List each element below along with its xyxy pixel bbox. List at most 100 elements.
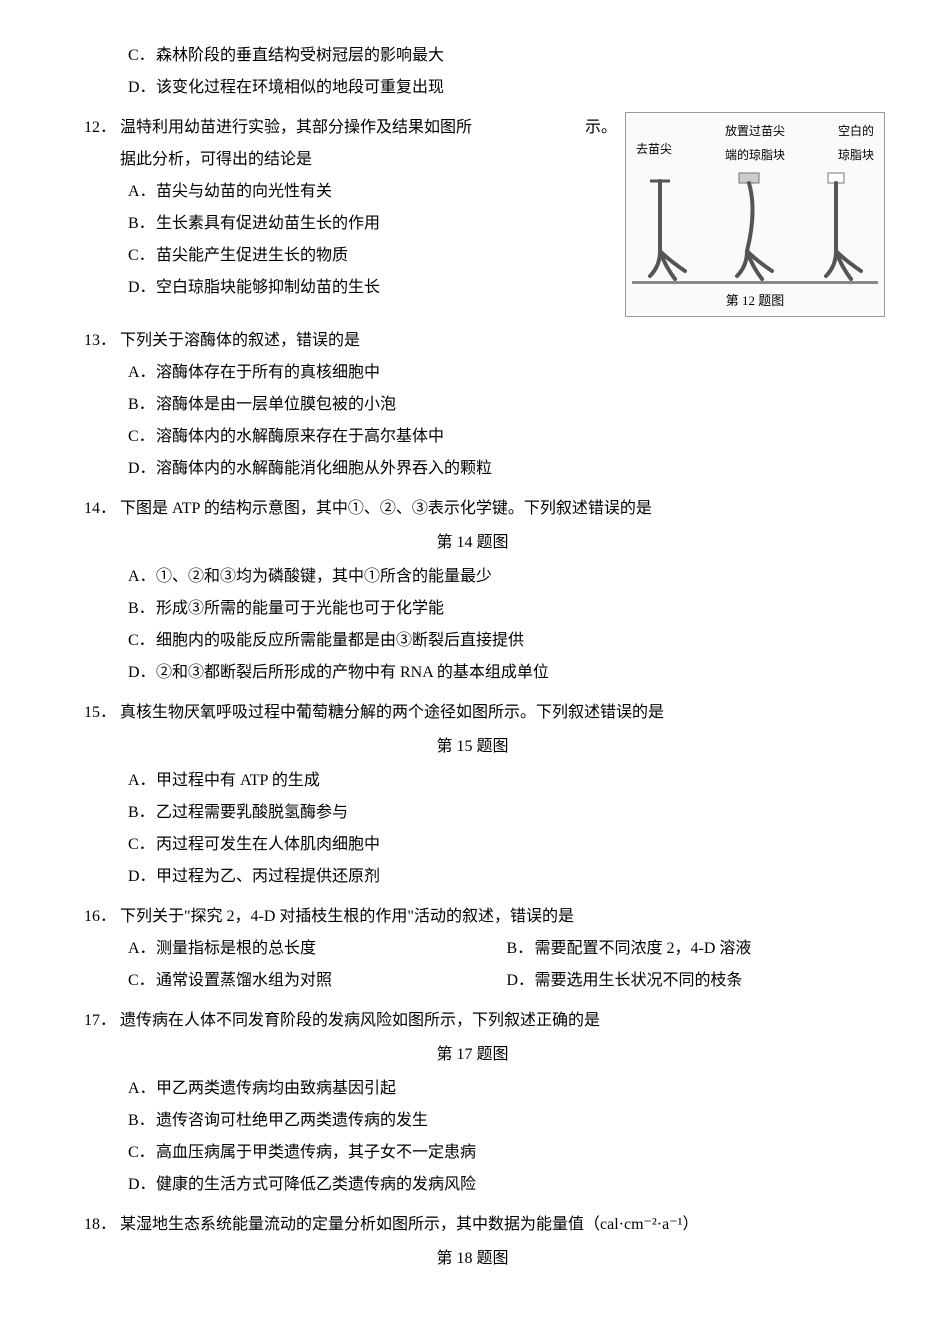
question-13: 13． 下列关于溶酶体的叙述，错误的是 A． 溶酶体存在于所有的真核细胞中 B．… — [60, 325, 885, 485]
q17-option-d: D． 健康的生活方式可降低乙类遗传病的发病风险 — [60, 1169, 885, 1201]
q15-option-c: C． 丙过程可发生在人体肌肉细胞中 — [60, 829, 885, 861]
option-text: 需要选用生长状况不同的枝条 — [535, 965, 886, 997]
option-text: 溶酶体内的水解酶能消化细胞从外界吞入的颗粒 — [156, 453, 885, 485]
q15-option-b: B． 乙过程需要乳酸脱氢酶参与 — [60, 797, 885, 829]
option-letter: B． — [128, 208, 156, 240]
question-14: 14． 下图是 ATP 的结构示意图，其中①、②、③表示化学键。下列叙述错误的是… — [60, 493, 885, 689]
option-text: 测量指标是根的总长度 — [156, 933, 507, 965]
q14-option-a: A． ①、②和③均为磷酸键，其中①所含的能量最少 — [60, 561, 885, 593]
option-text: 甲过程为乙、丙过程提供还原剂 — [156, 861, 885, 893]
seedling-diagram — [632, 171, 878, 284]
q12-trailing-text: 示。 — [581, 112, 617, 144]
figure-label-mid: 放置过苗尖 端的琼脂块 — [725, 119, 785, 167]
q17-figure-caption: 第 17 题图 — [60, 1037, 885, 1073]
q11-option-c: C． 森林阶段的垂直结构受树冠层的影响最大 — [60, 40, 885, 72]
option-letter: C． — [128, 1137, 156, 1169]
option-letter: B． — [128, 1105, 156, 1137]
q14-option-d: D． ②和③都断裂后所形成的产物中有 RNA 的基本组成单位 — [60, 657, 885, 689]
q14-option-b: B． 形成③所需的能量可于光能也可于化学能 — [60, 593, 885, 625]
option-text: 苗尖能产生促进生长的物质 — [156, 240, 581, 272]
q12-option-d: D． 空白琼脂块能够抑制幼苗的生长 — [60, 272, 581, 304]
question-15: 15． 真核生物厌氧呼吸过程中葡萄糖分解的两个途径如图所示。下列叙述错误的是 第… — [60, 697, 885, 893]
question-16: 16． 下列关于"探究 2，4-D 对插枝生根的作用"活动的叙述，错误的是 A．… — [60, 901, 885, 997]
q17-option-b: B． 遗传咨询可杜绝甲乙两类遗传病的发生 — [60, 1105, 885, 1137]
question-stem: 遗传病在人体不同发育阶段的发病风险如图所示，下列叙述正确的是 — [120, 1005, 885, 1037]
q13-option-c: C． 溶酶体内的水解酶原来存在于高尔基体中 — [60, 421, 885, 453]
option-letter: B． — [507, 933, 535, 965]
q13-option-a: A． 溶酶体存在于所有的真核细胞中 — [60, 357, 885, 389]
question-17: 17． 遗传病在人体不同发育阶段的发病风险如图所示，下列叙述正确的是 第 17 … — [60, 1005, 885, 1201]
figure-label-left: 去苗尖 — [636, 119, 672, 167]
option-letter: A． — [128, 561, 156, 593]
question-stem: 下列关于"探究 2，4-D 对插枝生根的作用"活动的叙述，错误的是 — [120, 901, 885, 933]
option-text: 丙过程可发生在人体肌肉细胞中 — [156, 829, 885, 861]
figure-caption: 第 12 题图 — [632, 284, 878, 314]
q12-option-a: A． 苗尖与幼苗的向光性有关 — [60, 176, 581, 208]
option-text: 需要配置不同浓度 2，4-D 溶液 — [535, 933, 886, 965]
q17-option-a: A． 甲乙两类遗传病均由致病基因引起 — [60, 1073, 885, 1105]
option-letter: B． — [128, 593, 156, 625]
q16-option-row-2: C． 通常设置蒸馏水组为对照 D． 需要选用生长状况不同的枝条 — [60, 965, 885, 997]
option-letter: A． — [128, 357, 156, 389]
q18-figure-caption: 第 18 题图 — [60, 1241, 885, 1277]
question-12: 12． 温特利用幼苗进行实验，其部分操作及结果如图所 据此分析，可得出的结论是 … — [60, 112, 885, 317]
question-11-partial: C． 森林阶段的垂直结构受树冠层的影响最大 D． 该变化过程在环境相似的地段可重… — [60, 40, 885, 104]
option-text: ②和③都断裂后所形成的产物中有 RNA 的基本组成单位 — [156, 657, 885, 689]
figure-top-labels: 去苗尖 放置过苗尖 端的琼脂块 空白的 琼脂块 — [632, 119, 878, 167]
q11-option-d: D． 该变化过程在环境相似的地段可重复出现 — [60, 72, 885, 104]
option-text: 溶酶体存在于所有的真核细胞中 — [156, 357, 885, 389]
question-stem: 温特利用幼苗进行实验，其部分操作及结果如图所 — [120, 112, 581, 144]
option-letter: D． — [128, 453, 156, 485]
q14-option-c: C． 细胞内的吸能反应所需能量都是由③断裂后直接提供 — [60, 625, 885, 657]
q12-option-b: B． 生长素具有促进幼苗生长的作用 — [60, 208, 581, 240]
q15-figure-caption: 第 15 题图 — [60, 729, 885, 765]
option-letter: A． — [128, 933, 156, 965]
option-text: 高血压病属于甲类遗传病，其子女不一定患病 — [156, 1137, 885, 1169]
question-stem: 真核生物厌氧呼吸过程中葡萄糖分解的两个途径如图所示。下列叙述错误的是 — [120, 697, 885, 729]
question-number: 13． — [60, 325, 120, 357]
q15-option-d: D． 甲过程为乙、丙过程提供还原剂 — [60, 861, 885, 893]
q17-option-c: C． 高血压病属于甲类遗传病，其子女不一定患病 — [60, 1137, 885, 1169]
option-letter: D． — [128, 861, 156, 893]
option-text: 溶酶体是由一层单位膜包被的小泡 — [156, 389, 885, 421]
q16-option-row-1: A． 测量指标是根的总长度 B． 需要配置不同浓度 2，4-D 溶液 — [60, 933, 885, 965]
q16-option-b: B． 需要配置不同浓度 2，4-D 溶液 — [507, 933, 886, 965]
q16-option-c: C． 通常设置蒸馏水组为对照 — [128, 965, 507, 997]
question-stem: 下列关于溶酶体的叙述，错误的是 — [120, 325, 885, 357]
q14-figure-caption: 第 14 题图 — [60, 525, 885, 561]
option-text: 乙过程需要乳酸脱氢酶参与 — [156, 797, 885, 829]
q13-option-b: B． 溶酶体是由一层单位膜包被的小泡 — [60, 389, 885, 421]
option-letter: A． — [128, 176, 156, 208]
q13-option-d: D． 溶酶体内的水解酶能消化细胞从外界吞入的颗粒 — [60, 453, 885, 485]
option-letter: D． — [128, 657, 156, 689]
question-stem: 某湿地生态系统能量流动的定量分析如图所示，其中数据为能量值（cal·cm⁻²·a… — [120, 1209, 885, 1241]
option-letter: C． — [128, 421, 156, 453]
option-text: 生长素具有促进幼苗生长的作用 — [156, 208, 581, 240]
option-text: 该变化过程在环境相似的地段可重复出现 — [156, 72, 885, 104]
q15-option-a: A． 甲过程中有 ATP 的生成 — [60, 765, 885, 797]
option-letter: B． — [128, 389, 156, 421]
question-stem: 下图是 ATP 的结构示意图，其中①、②、③表示化学键。下列叙述错误的是 — [120, 493, 885, 525]
option-letter: C． — [128, 965, 156, 997]
option-letter: A． — [128, 1073, 156, 1105]
question-number: 17． — [60, 1005, 120, 1037]
option-text: 细胞内的吸能反应所需能量都是由③断裂后直接提供 — [156, 625, 885, 657]
option-text: 遗传咨询可杜绝甲乙两类遗传病的发生 — [156, 1105, 885, 1137]
option-letter: A． — [128, 765, 156, 797]
question-number: 15． — [60, 697, 120, 729]
option-letter: D． — [128, 72, 156, 104]
option-letter: B． — [128, 797, 156, 829]
question-number: 14． — [60, 493, 120, 525]
option-text: 形成③所需的能量可于光能也可于化学能 — [156, 593, 885, 625]
option-letter: C． — [128, 625, 156, 657]
option-text: 溶酶体内的水解酶原来存在于高尔基体中 — [156, 421, 885, 453]
option-text: 森林阶段的垂直结构受树冠层的影响最大 — [156, 40, 885, 72]
option-letter: D． — [128, 1169, 156, 1201]
option-text: 空白琼脂块能够抑制幼苗的生长 — [156, 272, 581, 304]
option-text: 甲过程中有 ATP 的生成 — [156, 765, 885, 797]
question-18: 18． 某湿地生态系统能量流动的定量分析如图所示，其中数据为能量值（cal·cm… — [60, 1209, 885, 1277]
q16-option-d: D． 需要选用生长状况不同的枝条 — [507, 965, 886, 997]
option-text: ①、②和③均为磷酸键，其中①所含的能量最少 — [156, 561, 885, 593]
question-number: 18． — [60, 1209, 120, 1241]
question-number: 16． — [60, 901, 120, 933]
